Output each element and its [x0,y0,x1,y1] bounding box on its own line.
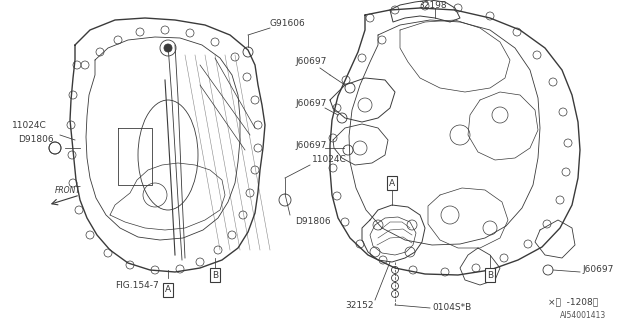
Text: A: A [389,179,395,188]
Text: FIG.154-7: FIG.154-7 [115,281,159,290]
Text: J60697: J60697 [295,100,326,108]
Text: D91806: D91806 [295,218,331,227]
Circle shape [164,44,172,52]
Text: AI54001413: AI54001413 [560,310,606,319]
Text: ×（  -1208）: ×（ -1208） [548,298,598,307]
Text: 11024C: 11024C [12,121,47,130]
Text: 32198: 32198 [418,1,447,10]
Text: B: B [212,270,218,279]
Text: 11024C: 11024C [312,156,347,164]
Text: G91606: G91606 [270,20,306,28]
Text: J60697: J60697 [295,58,326,67]
Text: B: B [487,270,493,279]
Text: 32152: 32152 [345,300,374,309]
Text: J60697: J60697 [295,140,326,149]
Text: A: A [165,285,171,294]
Text: 0104S*B: 0104S*B [432,303,471,313]
Text: J60697: J60697 [582,266,613,275]
Text: D91806: D91806 [18,135,54,145]
Text: FRONT: FRONT [55,186,81,195]
